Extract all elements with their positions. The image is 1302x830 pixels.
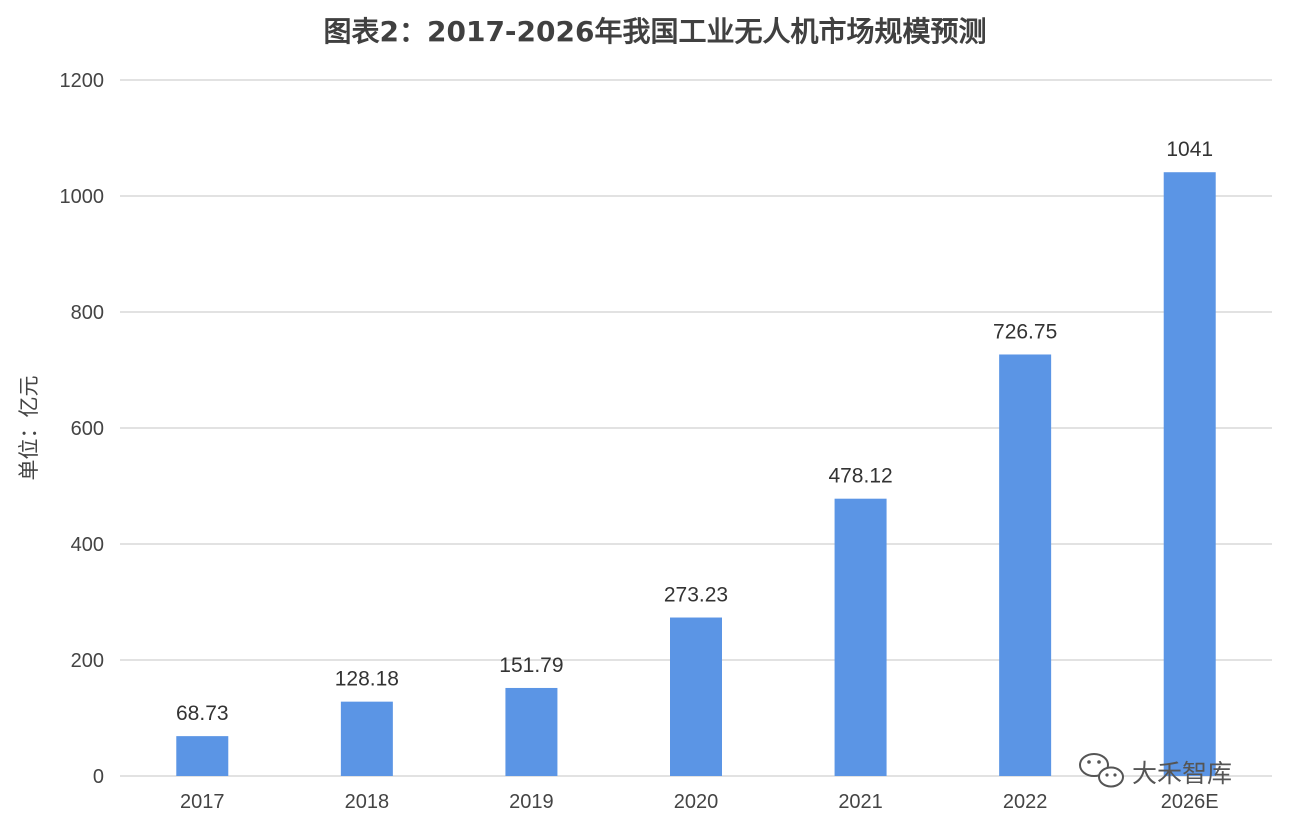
bar-2019 — [505, 687, 558, 776]
bars — [176, 172, 1216, 777]
y-tick-label: 800 — [71, 302, 104, 324]
watermark: 大禾智库 — [1079, 753, 1232, 788]
data-label-2026E: 1041 — [1166, 138, 1213, 161]
bar-2022 — [999, 354, 1052, 776]
data-labels: 68.73 128.18 151.79 273.23 478.12 726.75 1041 — [176, 138, 1213, 725]
bar-2017 — [176, 736, 229, 776]
bar-2018 — [340, 701, 393, 776]
watermark-text: 大禾智库 — [1132, 759, 1232, 788]
wechat-icon — [1079, 753, 1124, 788]
y-axis-ticks: 0 200 400 600 800 1000 1200 — [60, 70, 105, 788]
y-tick-label: 1200 — [60, 70, 105, 92]
y-tick-label: 600 — [71, 418, 104, 440]
data-label-2018: 128.18 — [335, 668, 399, 691]
bar-2020 — [670, 617, 722, 776]
chart-title: 图表2：2017-2026年我国工业无人机市场规模预测 — [324, 15, 987, 48]
x-tick-label: 2019 — [509, 791, 554, 813]
x-tick-label: 2017 — [180, 791, 225, 813]
x-tick-label: 2018 — [345, 791, 390, 813]
data-label-2021: 478.12 — [828, 465, 892, 488]
data-label-2022: 726.75 — [993, 320, 1057, 343]
y-tick-label: 200 — [71, 650, 104, 672]
y-tick-label: 400 — [71, 534, 104, 556]
x-tick-label: 2026E — [1161, 791, 1219, 813]
y-tick-label: 1000 — [60, 186, 105, 208]
gridlines — [120, 79, 1272, 777]
x-tick-label: 2022 — [1003, 791, 1048, 813]
bar-2026E — [1163, 172, 1216, 777]
data-label-2017: 68.73 — [176, 702, 229, 725]
x-tick-label: 2021 — [838, 791, 883, 813]
y-axis-label: 单位：亿元 — [17, 376, 41, 481]
data-label-2019: 151.79 — [499, 654, 563, 677]
bar-2021 — [834, 498, 887, 776]
y-tick-label: 0 — [93, 766, 104, 788]
x-tick-label: 2020 — [674, 791, 719, 813]
x-axis-ticks: 2017 2018 2019 2020 2021 2022 2026E — [180, 791, 1219, 813]
data-label-2020: 273.23 — [664, 584, 728, 607]
